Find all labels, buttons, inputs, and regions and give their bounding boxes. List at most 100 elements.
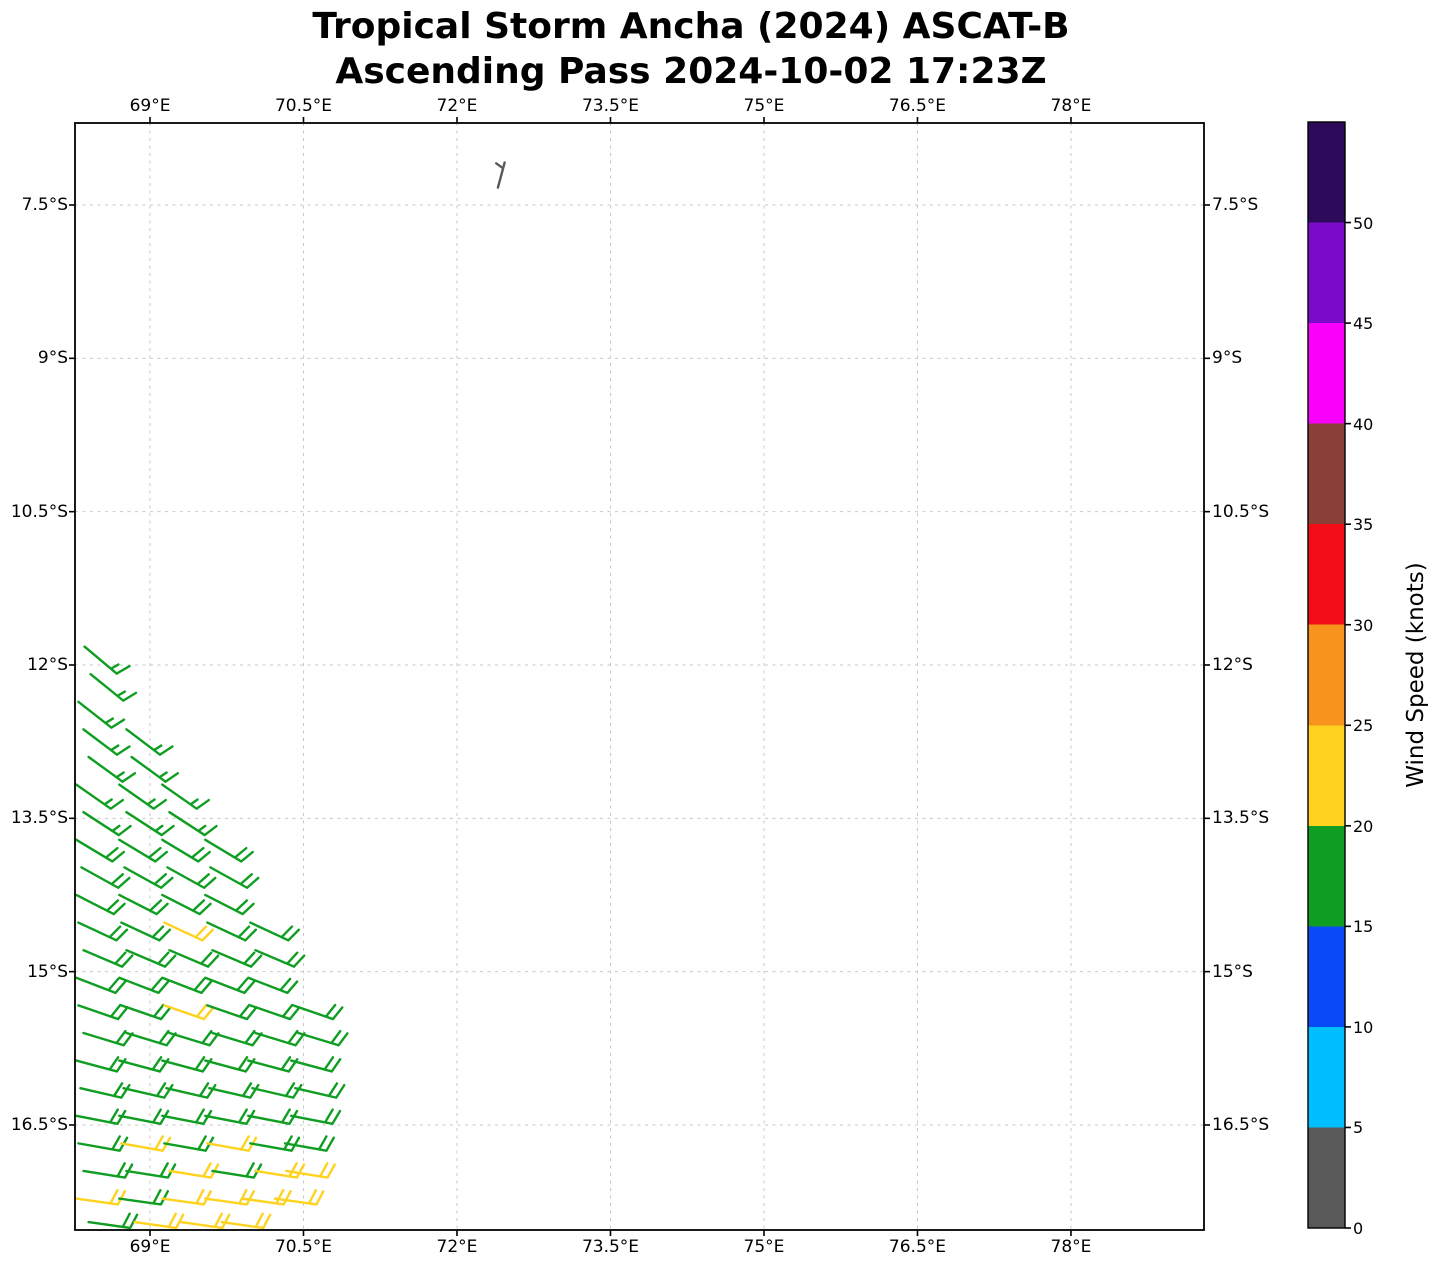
wind-barb [206,1135,258,1152]
wind-barb [89,672,138,702]
wind-barb [125,728,174,756]
wind-barb [77,921,129,942]
wind-barb [161,976,213,995]
colorbar-tick-label: 15 [1353,917,1374,937]
wind-barb [82,948,134,968]
gridlines [75,123,1204,1230]
wind-barb [204,838,254,863]
wind-barb [77,1003,129,1021]
lat-tick-label-left: 10.5°S [10,501,68,522]
wind-barb [75,1056,127,1073]
lat-tick-label-right: 10.5°S [1212,501,1270,522]
wind-barb [208,1082,260,1099]
colorbar-outline [1307,121,1346,1229]
wind-barb [118,838,168,863]
colorbar-tick-label: 5 [1353,1118,1364,1138]
wind-barb [204,1056,256,1073]
wind-barb [163,1135,215,1152]
colorbar-segment [1308,725,1345,826]
wind-barb [211,948,263,968]
wind-barb [294,1082,346,1099]
colorbar-segment [1308,122,1345,223]
wind-barb [240,1189,292,1206]
lat-tick-label-left: 9°S [37,348,68,369]
wind-barb [75,838,126,863]
wind-barb [209,866,260,889]
wind-barb [161,838,211,863]
wind-barb [254,1162,306,1179]
colorbar-tick-label: 35 [1353,515,1374,535]
wind-barb [249,1135,301,1152]
lon-tick-label-top: 78°E [1050,96,1092,116]
lat-tick-label-right: 7.5°S [1212,195,1259,215]
lat-tick-label-right: 15°S [1212,961,1253,982]
wind-barb [75,976,127,995]
wind-barb [179,1212,231,1230]
wind-barb [247,1108,299,1125]
wind-barb [120,1003,172,1021]
lat-tick-label-right: 9°S [1212,348,1243,369]
wind-barb [118,1108,170,1125]
wind-barb [165,1082,217,1099]
colorbar-tick-label: 25 [1353,716,1374,736]
wind-barb [168,948,220,968]
wind-barb [120,1135,172,1152]
colorbar-axis-label: Wind Speed (knots) [1403,562,1429,788]
wind-barb [168,810,218,837]
wind-barb [249,921,300,942]
lat-tick-label-right: 13.5°S [1212,808,1270,829]
colorbar-tick-label: 40 [1353,414,1374,434]
wind-barb [290,1108,342,1125]
wind-barb [251,1082,303,1099]
wind-barb [161,1056,213,1073]
lon-tick-label-bottom: 72°E [436,1237,478,1257]
wind-barb [168,1029,220,1047]
lon-tick-label-bottom: 75°E [743,1237,785,1257]
wind-barb [163,1003,215,1021]
wind-barb [75,893,126,916]
wind-barb [206,921,258,942]
wind-barb [125,1029,177,1047]
wind-barb [123,866,174,889]
colorbar-tick-label: 50 [1353,213,1374,233]
colorbar-tick-label: 20 [1353,816,1374,836]
wind-barb [161,1189,212,1206]
axis-ticks [69,117,1210,1236]
wind-barb [79,1082,131,1099]
lon-tick-label-top: 73.5°E [581,96,640,116]
lon-tick-label-bottom: 69°E [129,1237,171,1257]
colorbar-segment [1308,1026,1345,1128]
wind-barb [87,755,137,783]
wind-barb [82,1162,134,1179]
wind-barb [206,1003,258,1021]
wind-barb [204,976,256,995]
colorbar-tick-label: 45 [1353,314,1374,334]
wind-barb [118,1056,170,1073]
lat-tick-label-left: 15°S [27,961,68,982]
lat-tick-label-left: 12°S [27,654,68,675]
colorbar [1307,121,1351,1229]
wind-barb [283,1135,335,1152]
wind-barb [87,1212,139,1230]
wind-barb [163,921,215,942]
wind-barb [297,1029,349,1047]
wind-barb [77,1135,129,1152]
wind-barb [75,783,125,810]
wind-barb [254,1029,306,1047]
wind-barb [168,1162,220,1179]
colorbar-tick-label: 0 [1353,1219,1364,1238]
wind-barb [166,866,217,889]
wind-barb [161,1108,213,1125]
wind-barb [220,1212,272,1230]
wind-barb [120,921,172,942]
lat-tick-label-right: 12°S [1212,654,1253,675]
colorbar-segment [1308,323,1345,424]
wind-barb [292,1003,344,1021]
lon-tick-label-top: 70.5°E [274,96,333,116]
colorbar-tick-label: 30 [1353,615,1374,635]
lon-tick-label-bottom: 76.5°E [888,1237,947,1257]
wind-barb [77,700,126,729]
colorbar-segment [1308,926,1345,1027]
wind-barb [83,645,131,675]
